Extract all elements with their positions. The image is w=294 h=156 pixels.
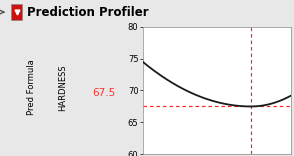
Text: Pred Formula: Pred Formula [27,60,36,115]
FancyBboxPatch shape [11,4,22,20]
Text: 67.5: 67.5 [93,88,116,98]
Text: HARDNESS: HARDNESS [58,64,67,111]
Text: Prediction Profiler: Prediction Profiler [27,6,149,19]
